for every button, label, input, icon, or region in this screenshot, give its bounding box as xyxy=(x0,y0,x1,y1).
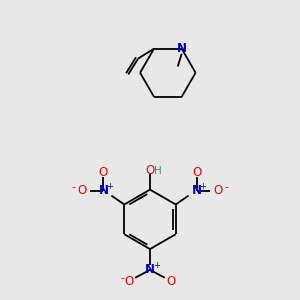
Text: N: N xyxy=(145,263,155,276)
Text: O: O xyxy=(146,164,154,177)
Text: +: + xyxy=(106,182,113,191)
Text: +: + xyxy=(199,182,206,191)
Text: -: - xyxy=(224,182,228,192)
Text: O: O xyxy=(124,275,134,288)
Text: N: N xyxy=(191,184,202,197)
Text: N: N xyxy=(98,184,109,197)
Text: O: O xyxy=(77,184,86,197)
Text: +: + xyxy=(154,261,160,270)
Text: O: O xyxy=(214,184,223,197)
Text: -: - xyxy=(120,273,124,283)
Text: O: O xyxy=(166,275,176,288)
Text: N: N xyxy=(177,42,187,55)
Text: O: O xyxy=(192,166,201,179)
Text: H: H xyxy=(154,166,162,176)
Text: -: - xyxy=(72,182,76,192)
Text: O: O xyxy=(99,166,108,179)
